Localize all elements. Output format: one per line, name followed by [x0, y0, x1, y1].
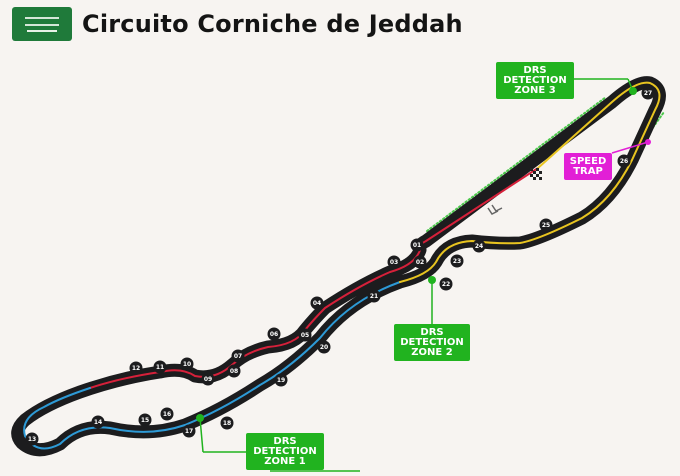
turn-marker-27: 27 — [641, 86, 655, 100]
turn-marker-25: 25 — [539, 218, 553, 232]
turn-number: 16 — [163, 411, 171, 418]
turn-number: 01 — [413, 242, 421, 249]
direction-chevron-icon — [487, 204, 503, 215]
turn-marker-21: 21 — [367, 289, 381, 303]
turn-marker-13: 13 — [25, 432, 39, 446]
turn-marker-15: 15 — [138, 413, 152, 427]
turn-number: 18 — [223, 420, 231, 427]
turn-number: 12 — [132, 365, 140, 372]
turn-marker-02: 02 — [413, 255, 427, 269]
turn-marker-16: 16 — [160, 407, 174, 421]
drs-detection-zone-1-label: DRS DETECTION ZONE 1 — [246, 433, 324, 470]
sector-3-line — [399, 81, 661, 283]
turn-number: 02 — [416, 259, 424, 266]
turn-number: 06 — [270, 331, 278, 338]
speed-trap-marker — [611, 139, 651, 154]
turn-marker-23: 23 — [450, 254, 464, 268]
track-outline — [11, 76, 666, 457]
drs-1-point — [196, 414, 204, 422]
turn-marker-22: 22 — [439, 277, 453, 291]
drs-line-main-straight — [426, 96, 607, 232]
turn-marker-14: 14 — [91, 415, 105, 429]
turn-marker-18: 18 — [220, 416, 234, 430]
flag-sword — [27, 29, 57, 32]
drs-2-point — [428, 276, 436, 284]
turn-marker-12: 12 — [129, 361, 143, 375]
flag-inscription — [25, 16, 59, 26]
turn-marker-17: 17 — [182, 424, 196, 438]
turn-number: 25 — [542, 222, 550, 229]
page-title: Circuito Corniche de Jeddah — [82, 10, 463, 38]
turn-marker-01: 01 — [410, 238, 424, 252]
turn-number: 26 — [620, 158, 628, 165]
turn-marker-04: 04 — [310, 296, 324, 310]
turn-number: 15 — [141, 417, 149, 424]
drs-detection-zone-3-label: DRS DETECTION ZONE 3 — [496, 62, 574, 99]
page-header: Circuito Corniche de Jeddah — [12, 6, 463, 42]
sector-2-line — [23, 281, 401, 450]
turn-marker-24: 24 — [472, 239, 486, 253]
turn-marker-26: 26 — [617, 154, 631, 168]
turn-number: 08 — [230, 368, 238, 375]
turn-marker-19: 19 — [274, 373, 288, 387]
turn-number: 23 — [453, 258, 461, 265]
drs-detection-zone-2-label: DRS DETECTION ZONE 2 — [394, 324, 470, 361]
turn-marker-03: 03 — [387, 255, 401, 269]
turn-marker-10: 10 — [180, 357, 194, 371]
turn-marker-06: 06 — [267, 327, 281, 341]
turn-number: 07 — [234, 353, 242, 360]
turn-markers: 01 02 03 04 05 06 07 08 09 10 11 12 13 14 15 16 17 18 19 20… — [25, 86, 655, 446]
turn-marker-09: 09 — [201, 372, 215, 386]
turn-number: 27 — [644, 90, 652, 97]
turn-number: 03 — [390, 259, 398, 266]
turn-marker-07: 07 — [231, 349, 245, 363]
sector-1-line — [89, 167, 539, 389]
turn-number: 04 — [313, 300, 321, 307]
turn-marker-20: 20 — [317, 340, 331, 354]
drs-1-leader — [199, 417, 204, 453]
turn-number: 17 — [185, 428, 193, 435]
turn-marker-08: 08 — [227, 364, 241, 378]
turn-number: 14 — [94, 419, 102, 426]
turn-number: 05 — [301, 332, 309, 339]
drs-detection-points — [196, 78, 637, 472]
turn-number: 09 — [204, 376, 212, 383]
turn-number: 21 — [370, 293, 378, 300]
speed-trap-label: SPEED TRAP — [564, 153, 612, 180]
turn-number: 22 — [442, 281, 450, 288]
start-finish-flag-icon — [530, 168, 542, 180]
saudi-arabia-flag — [12, 7, 72, 41]
turn-number: 24 — [475, 243, 483, 250]
turn-number: 19 — [277, 377, 285, 384]
drs-3-point — [629, 87, 637, 95]
turn-marker-11: 11 — [153, 360, 167, 374]
turn-number: 20 — [320, 344, 328, 351]
turn-number: 10 — [183, 361, 191, 368]
turn-number: 11 — [156, 364, 164, 371]
turn-number: 13 — [28, 436, 36, 443]
turn-marker-05: 05 — [298, 328, 312, 342]
